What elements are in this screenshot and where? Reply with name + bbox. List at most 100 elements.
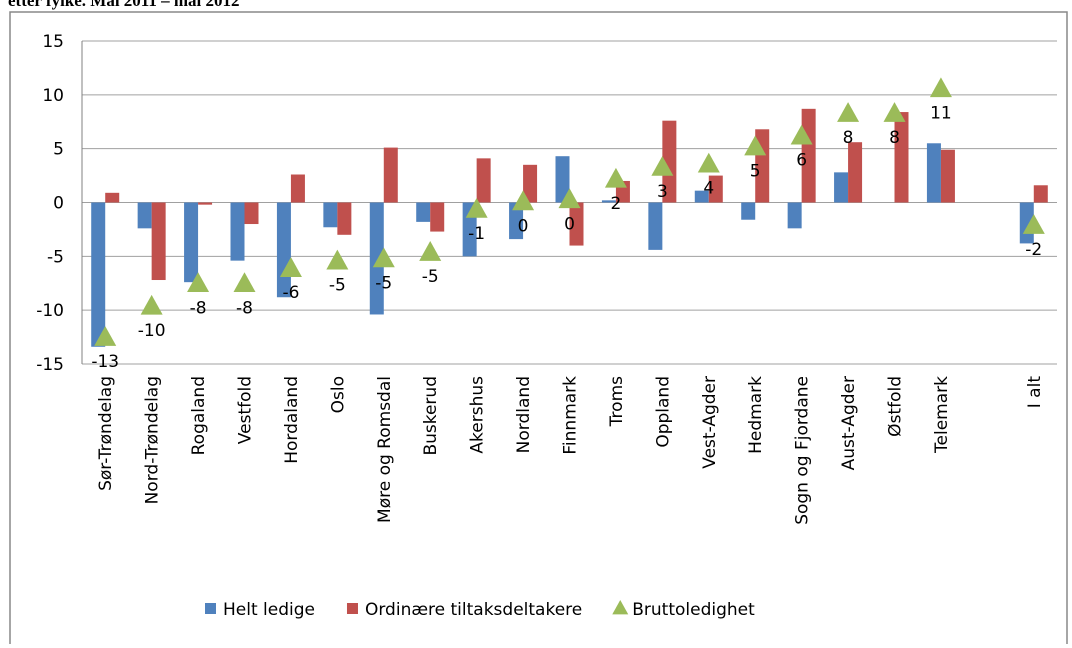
bar (940, 149, 955, 203)
data-label: 5 (750, 162, 761, 182)
y-tick-label: 10 (42, 86, 64, 106)
marker (790, 124, 813, 145)
x-tick-label: Akershus (468, 376, 488, 454)
y-tick-label: 15 (42, 32, 64, 52)
marker (187, 272, 210, 293)
bar (230, 202, 245, 261)
bar (662, 120, 677, 203)
bar (416, 202, 431, 222)
y-tick-label: 0 (53, 194, 64, 214)
marker (558, 188, 581, 209)
data-label: 6 (796, 151, 807, 171)
bar (476, 158, 491, 203)
data-label: -1 (468, 224, 485, 244)
marker (744, 135, 767, 156)
marker (883, 102, 906, 122)
bar (601, 200, 616, 203)
data-label: -5 (329, 276, 346, 296)
y-tick-label: 5 (53, 140, 64, 160)
bar (848, 142, 863, 203)
x-tick-label: Rogaland (189, 376, 209, 455)
bar (787, 202, 802, 229)
marker (604, 167, 627, 188)
marker (697, 152, 720, 173)
bar (91, 202, 106, 347)
data-label: -8 (190, 298, 207, 318)
data-label: 0 (518, 216, 529, 236)
x-tick-label: Nordland (514, 376, 534, 453)
bar (648, 202, 663, 250)
y-tick-label: -5 (47, 247, 64, 267)
marker (929, 77, 952, 98)
data-label: -8 (236, 298, 253, 318)
marker (233, 272, 256, 293)
bar (708, 175, 723, 203)
marker (94, 326, 117, 346)
marker (419, 241, 442, 261)
bar (137, 202, 152, 229)
chart-title: etter fylke. Mai 2011 – mai 2012 (8, 0, 240, 10)
data-label: 8 (843, 128, 854, 148)
x-tick-label: Finnmark (561, 376, 581, 455)
bar (834, 172, 849, 203)
bar (894, 112, 909, 203)
bar (105, 192, 120, 203)
x-tick-label: Buskerud (421, 376, 441, 456)
y-tick-label: -10 (36, 301, 64, 321)
data-label: -5 (375, 273, 392, 293)
data-label: 2 (611, 194, 622, 214)
marker (326, 249, 349, 270)
data-label: 11 (930, 103, 952, 123)
data-label: -13 (91, 352, 119, 372)
bar (383, 147, 398, 203)
bar (430, 202, 445, 232)
chart-frame (9, 11, 1068, 648)
bar (523, 164, 538, 203)
x-tick-label: Hordaland (282, 376, 302, 464)
x-tick-label: Østfold (886, 376, 906, 437)
x-tick-label: Sør-Trøndelag (96, 376, 116, 491)
x-tick-label: Oppland (653, 376, 673, 448)
bar (555, 156, 570, 203)
x-tick-label: Nord-Trøndelag (143, 376, 163, 504)
data-label: -5 (422, 267, 439, 287)
bar (323, 202, 338, 228)
legend-label: Helt ledige (223, 600, 315, 620)
bar (244, 202, 259, 225)
x-tick-label: Troms (607, 376, 627, 427)
bar (184, 202, 199, 283)
bar (569, 202, 584, 246)
marker (512, 190, 535, 211)
data-label: 8 (889, 128, 900, 148)
bar (369, 202, 384, 315)
x-tick-label: Hedmark (746, 376, 766, 454)
data-label: -6 (282, 283, 299, 303)
legend-swatch (205, 603, 216, 614)
x-tick-label: Vestfold (236, 376, 256, 444)
x-tick-label: Oslo (328, 376, 348, 413)
data-label: -10 (138, 321, 166, 341)
bar (198, 202, 213, 205)
x-tick-label: Telemark (932, 376, 952, 454)
legend-label: Ordinære tiltaksdeltakere (365, 600, 582, 620)
bar (337, 202, 352, 235)
marker (140, 294, 163, 315)
bar (1033, 185, 1048, 203)
legend-swatch (346, 603, 358, 614)
marker (1022, 214, 1045, 234)
data-label: 0 (564, 214, 575, 234)
x-tick-label: Aust-Agder (839, 376, 859, 470)
data-label: 3 (657, 182, 668, 202)
legend-label: Bruttoledighet (632, 600, 755, 620)
x-tick-label: I alt (1025, 376, 1045, 409)
bar (926, 143, 941, 203)
marker (372, 247, 395, 268)
y-tick-label: -15 (36, 355, 64, 375)
legend-marker (612, 600, 629, 615)
bar (694, 190, 709, 203)
x-tick-label: Vest-Agder (700, 376, 720, 469)
data-label: -2 (1025, 240, 1042, 260)
data-label: 4 (703, 179, 714, 199)
